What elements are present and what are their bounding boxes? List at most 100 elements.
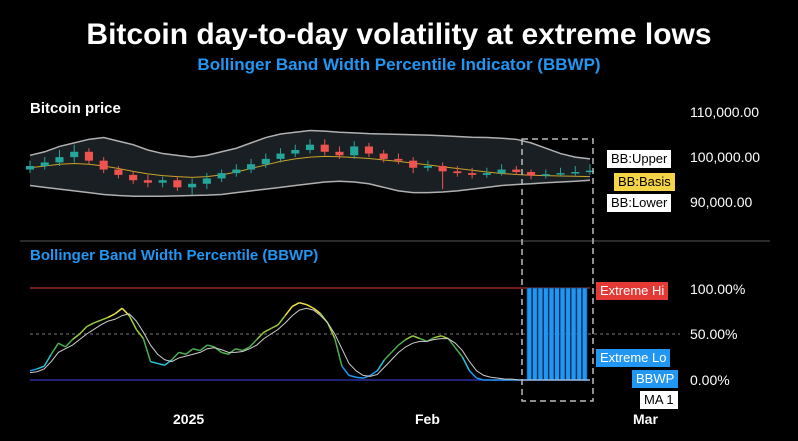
- x-tick-label: Mar: [633, 411, 658, 427]
- candle-body: [364, 146, 373, 154]
- bbwp-line-segment: [433, 335, 442, 339]
- bbwp-line-segment: [58, 342, 66, 348]
- candle-body: [556, 173, 565, 175]
- page-title: Bitcoin day-to-day volatility at extreme…: [86, 18, 712, 51]
- candle-body: [143, 180, 152, 183]
- candle-body: [527, 172, 536, 176]
- candle-body: [114, 169, 123, 175]
- bbwp-line-segment: [207, 344, 215, 348]
- bbwp-tick-label: 50.00%: [690, 326, 738, 342]
- bbwp-line-segment: [476, 377, 484, 381]
- candle-body: [453, 171, 462, 174]
- legend-bb-basis: BB:Basis: [614, 173, 675, 191]
- bbwp-line-segment: [306, 303, 314, 309]
- candle-body: [188, 183, 197, 188]
- candle-body: [585, 170, 595, 173]
- bbwp-line-segment: [79, 326, 88, 335]
- legend-bbwp: BBWP: [632, 370, 679, 388]
- bbwp-line-segment: [50, 342, 59, 355]
- candle-body: [232, 169, 241, 174]
- legend-ma: MA 1: [640, 391, 678, 409]
- legend-extreme-lo: Extreme Lo: [596, 349, 671, 367]
- bbwp-line-segment: [235, 347, 243, 352]
- bbwp-highlight-bar: [537, 287, 543, 381]
- bbwp-line-segment: [43, 353, 52, 367]
- candle-body: [291, 150, 300, 154]
- bbwp-highlight-bar: [532, 287, 538, 381]
- price-tick-label: 90,000.00: [690, 194, 753, 210]
- bbwp-line-segment: [171, 351, 180, 361]
- bbwp-line-segment: [29, 368, 38, 372]
- bbwp-line-segment: [277, 315, 286, 326]
- candle-body: [261, 158, 270, 165]
- bbwp-line-segment: [454, 347, 463, 358]
- price-tick-label: 110,000.00: [690, 104, 760, 120]
- x-tick-label: 2025: [173, 411, 205, 427]
- bbwp-line-segment: [93, 319, 102, 324]
- bbwp-line-segment: [284, 305, 293, 317]
- bbwp-highlight-bar: [543, 287, 549, 381]
- bbwp-line-segment: [192, 347, 201, 352]
- candle-body: [276, 153, 285, 159]
- candle-body: [423, 166, 432, 168]
- bbwp-line-segment: [157, 362, 165, 367]
- candle-body: [202, 178, 211, 184]
- bbwp-highlight-bar: [548, 287, 555, 381]
- candle-body: [512, 169, 521, 173]
- bb-basis-line: [29, 155, 591, 178]
- candle-body: [55, 157, 64, 163]
- candle-body: [482, 173, 491, 175]
- bbwp-line-segment: [468, 370, 478, 379]
- candle-body: [217, 173, 226, 179]
- bbwp-line-segment: [376, 359, 386, 372]
- bbwp-line-segment: [199, 344, 208, 352]
- bb-lower-line: [29, 179, 591, 197]
- bbwp-line-segment: [291, 302, 300, 308]
- candle-body: [468, 173, 477, 175]
- bbwp-line-segment: [114, 307, 123, 315]
- bbwp-line-segment: [185, 348, 194, 355]
- bbwp-highlight-bar: [526, 287, 532, 381]
- bbwp-line-segment: [100, 316, 109, 321]
- bbwp-line-segment: [348, 374, 357, 378]
- candle-body: [335, 151, 344, 156]
- bbwp-line-segment: [72, 333, 81, 341]
- candle-body: [394, 158, 403, 161]
- candle-body: [158, 180, 167, 183]
- bbwp-line-segment: [221, 351, 229, 355]
- price-panel-label: Bitcoin price: [30, 100, 121, 117]
- bbwp-line-segment: [36, 365, 45, 370]
- bbwp-panel-label: Bollinger Band Width Percentile (BBWP): [30, 247, 319, 264]
- bbwp-line-segment: [341, 365, 350, 376]
- bbwp-line-segment: [405, 335, 414, 341]
- bbwp-line-segment: [299, 301, 307, 306]
- candle-body: [247, 164, 256, 170]
- bbwp-line-segment: [270, 324, 279, 330]
- bbwp-line-segment: [447, 338, 456, 349]
- bbwp-line-segment: [135, 328, 145, 340]
- bbwp-line-segment: [334, 338, 343, 367]
- candle-body: [438, 166, 447, 172]
- bbwp-line-segment: [313, 307, 322, 315]
- bbwp-line-segment: [242, 346, 251, 352]
- bbwp-highlight-bar: [559, 287, 566, 381]
- bbwp-highlight-bar: [582, 287, 588, 381]
- x-tick-label: Feb: [415, 411, 440, 427]
- candle-body: [409, 160, 418, 168]
- bbwp-line-segment: [128, 315, 137, 330]
- candle-body: [99, 160, 108, 170]
- candle-body: [320, 144, 329, 152]
- legend-extreme-hi: Extreme Hi: [596, 282, 669, 300]
- bbwp-line-segment: [249, 338, 258, 348]
- bbwp-line-segment: [64, 338, 74, 348]
- page-subtitle: Bollinger Band Width Percentile Indicato…: [197, 55, 601, 74]
- bbwp-line-segment: [263, 327, 272, 333]
- bbwp-line-segment: [178, 351, 187, 355]
- bbwp-line-segment: [256, 331, 265, 341]
- bbwp-line-segment: [107, 313, 116, 319]
- bbwp-highlight-bar: [571, 287, 577, 381]
- candle-body: [571, 172, 580, 174]
- candle-body: [350, 146, 359, 156]
- bbwp-line-segment: [228, 348, 237, 355]
